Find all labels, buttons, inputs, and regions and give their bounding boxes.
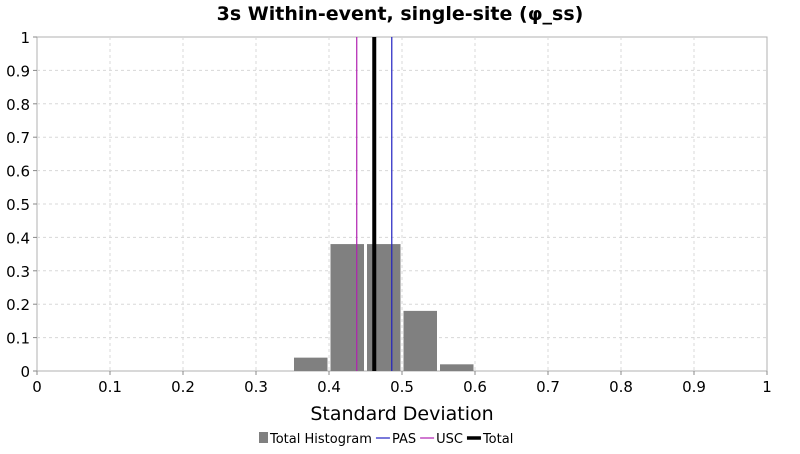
y-tick-label: 0.4 bbox=[6, 229, 30, 247]
legend-label: PAS bbox=[392, 432, 416, 447]
vertical-lines bbox=[356, 37, 393, 371]
x-tick-label: 1 bbox=[762, 378, 772, 396]
y-tick-label: 0 bbox=[20, 363, 30, 381]
x-tick-label: 0.9 bbox=[682, 378, 706, 396]
y-tick-label: 0.3 bbox=[6, 263, 30, 281]
y-tick-label: 0.1 bbox=[6, 330, 30, 348]
x-tick-label: 0.4 bbox=[317, 378, 341, 396]
legend-label: USC bbox=[436, 432, 463, 447]
x-tick-label: 0.6 bbox=[463, 378, 487, 396]
x-tick-label: 0.1 bbox=[98, 378, 122, 396]
x-tick-label: 0.3 bbox=[244, 378, 268, 396]
y-tick-label: 0.8 bbox=[6, 96, 30, 114]
y-tick-label: 0.9 bbox=[6, 62, 30, 80]
y-tick-label: 1 bbox=[20, 29, 30, 47]
legend-label: Total bbox=[482, 432, 513, 447]
grid bbox=[37, 37, 767, 371]
legend-swatch-box bbox=[259, 432, 268, 443]
legend-label: Total Histogram bbox=[269, 432, 372, 447]
histogram-bar bbox=[294, 357, 328, 371]
histogram-bar bbox=[330, 244, 364, 371]
histogram-bar bbox=[367, 244, 401, 371]
y-tick-label: 0.5 bbox=[6, 196, 30, 214]
x-tick-label: 0.2 bbox=[171, 378, 195, 396]
x-tick-label: 0.7 bbox=[536, 378, 560, 396]
y-tick-label: 0.6 bbox=[6, 163, 30, 181]
x-tick-label: 0.5 bbox=[390, 378, 414, 396]
legend: Total Histogram PAS USC Total bbox=[259, 432, 513, 447]
y-tick-label: 0.2 bbox=[6, 296, 30, 314]
chart-title: 3s Within-event, single-site (φ_ss) bbox=[217, 3, 584, 25]
x-axis-label: Standard Deviation bbox=[310, 403, 493, 425]
y-axis-ticks: 0 0.1 0.2 0.3 0.4 0.5 0.6 0.7 0.8 0.9 1 bbox=[6, 29, 37, 381]
histogram-bar bbox=[440, 364, 474, 371]
x-tick-label: 0.8 bbox=[609, 378, 633, 396]
y-tick-label: 0.7 bbox=[6, 129, 30, 147]
x-tick-label: 0 bbox=[32, 378, 42, 396]
histogram-bar bbox=[403, 310, 437, 371]
x-axis-ticks: 0 0.1 0.2 0.3 0.4 0.5 0.6 0.7 0.8 0.9 1 bbox=[32, 371, 772, 396]
